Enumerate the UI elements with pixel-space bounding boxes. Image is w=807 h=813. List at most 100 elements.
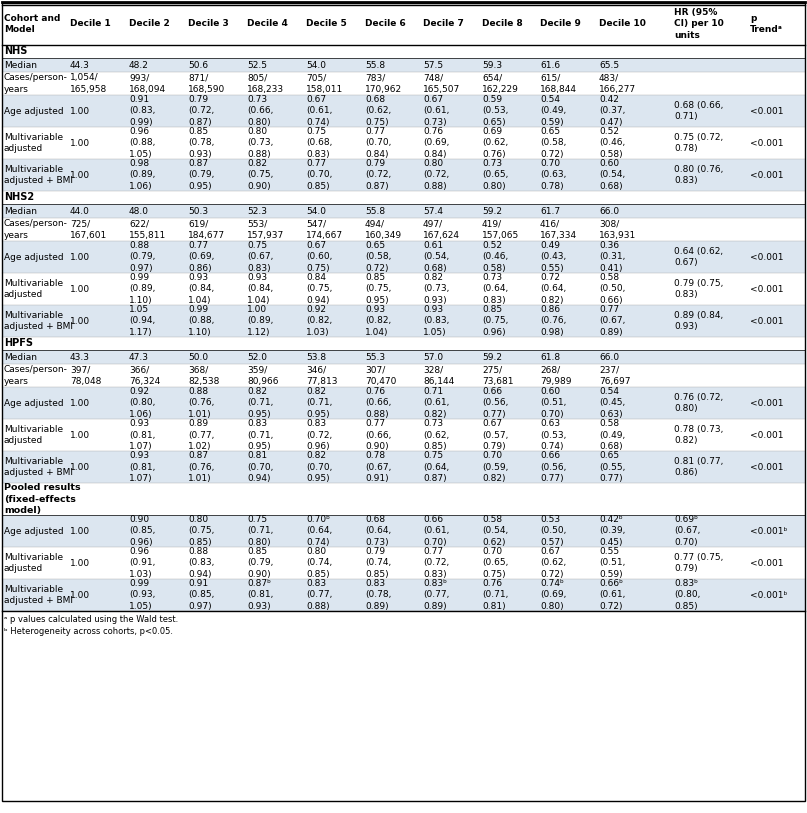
Text: 0.80
(0.73,
0.88): 0.80 (0.73, 0.88) (247, 128, 274, 159)
Text: 0.75
(0.67,
0.83): 0.75 (0.67, 0.83) (247, 241, 274, 272)
Text: 0.36
(0.31,
0.41): 0.36 (0.31, 0.41) (599, 241, 625, 272)
Text: 553/
157,937: 553/ 157,937 (247, 220, 284, 240)
Text: 0.73
(0.66,
0.80): 0.73 (0.66, 0.80) (247, 95, 274, 127)
Text: Median: Median (4, 207, 37, 215)
Bar (2, 579, 805, 611)
Text: 0.71
(0.61,
0.82): 0.71 (0.61, 0.82) (423, 388, 449, 419)
Text: 50.3: 50.3 (188, 207, 208, 215)
Text: 1.00: 1.00 (70, 138, 90, 147)
Text: 0.83
(0.77,
0.88): 0.83 (0.77, 0.88) (306, 580, 332, 611)
Text: 0.96
(0.88,
1.05): 0.96 (0.88, 1.05) (129, 128, 156, 159)
Text: 0.52
(0.46,
0.58): 0.52 (0.46, 0.58) (599, 128, 625, 159)
Text: 0.78
(0.67,
0.91): 0.78 (0.67, 0.91) (365, 451, 391, 483)
Text: 0.77
(0.72,
0.83): 0.77 (0.72, 0.83) (423, 547, 449, 579)
Text: 44.0: 44.0 (70, 207, 90, 215)
Text: 0.91
(0.83,
0.99): 0.91 (0.83, 0.99) (129, 95, 156, 127)
Text: 0.83
(0.78,
0.89): 0.83 (0.78, 0.89) (365, 580, 391, 611)
Text: 0.78 (0.73,
0.82): 0.78 (0.73, 0.82) (674, 425, 723, 445)
Text: 0.70
(0.59,
0.82): 0.70 (0.59, 0.82) (482, 451, 508, 483)
Text: 0.77 (0.75,
0.79): 0.77 (0.75, 0.79) (674, 553, 723, 573)
Text: 0.61
(0.54,
0.68): 0.61 (0.54, 0.68) (423, 241, 449, 272)
Text: Cohort and
Model: Cohort and Model (4, 14, 61, 34)
Text: 43.3: 43.3 (70, 353, 90, 362)
Text: Multivariable
adjusted + BMI: Multivariable adjusted + BMI (4, 457, 73, 477)
Text: 61.8: 61.8 (540, 353, 560, 362)
Text: 53.8: 53.8 (306, 353, 326, 362)
Text: 57.0: 57.0 (423, 353, 443, 362)
Text: 48.2: 48.2 (129, 60, 148, 69)
Text: 0.76
(0.66,
0.88): 0.76 (0.66, 0.88) (365, 388, 391, 419)
Bar (2, 241, 805, 273)
Text: 54.0: 54.0 (306, 207, 326, 215)
Text: 0.79 (0.75,
0.83): 0.79 (0.75, 0.83) (674, 279, 723, 299)
Bar (2, 273, 805, 305)
Text: 619/
184,677: 619/ 184,677 (188, 220, 225, 240)
Text: 0.68
(0.62,
0.75): 0.68 (0.62, 0.75) (365, 95, 391, 127)
Text: <0.001: <0.001 (750, 463, 784, 472)
Text: 0.69
(0.62,
0.76): 0.69 (0.62, 0.76) (482, 128, 508, 159)
Text: 0.58
(0.54,
0.62): 0.58 (0.54, 0.62) (482, 515, 508, 546)
Text: 416/
167,334: 416/ 167,334 (540, 220, 577, 240)
Text: 308/
163,931: 308/ 163,931 (599, 220, 636, 240)
Text: Multivariable
adjusted: Multivariable adjusted (4, 279, 63, 299)
Text: 725/
167,601: 725/ 167,601 (70, 220, 107, 240)
Text: 0.53
(0.50,
0.57): 0.53 (0.50, 0.57) (540, 515, 567, 546)
Bar (2, 58, 805, 72)
Bar (2, 218, 805, 241)
Text: 0.75
(0.71,
0.80): 0.75 (0.71, 0.80) (247, 515, 274, 546)
Text: 0.80
(0.72,
0.88): 0.80 (0.72, 0.88) (423, 159, 449, 190)
Text: Multivariable
adjusted: Multivariable adjusted (4, 553, 63, 573)
Text: 0.99
(0.89,
1.10): 0.99 (0.89, 1.10) (129, 273, 156, 305)
Text: <0.001ᵇ: <0.001ᵇ (750, 590, 788, 599)
Text: Age adjusted: Age adjusted (4, 527, 64, 536)
Text: 54.0: 54.0 (306, 60, 326, 69)
Text: 0.83
(0.71,
0.95): 0.83 (0.71, 0.95) (247, 420, 274, 450)
Text: 0.93
(0.81,
1.07): 0.93 (0.81, 1.07) (129, 451, 156, 483)
Text: 59.2: 59.2 (482, 353, 502, 362)
Text: Multivariable
adjusted + BMI: Multivariable adjusted + BMI (4, 165, 73, 185)
Text: Pooled results
(fixed-effects
model): Pooled results (fixed-effects model) (4, 484, 81, 515)
Bar (2, 364, 805, 387)
Text: Multivariable
adjusted + BMI: Multivariable adjusted + BMI (4, 585, 73, 605)
Bar (2, 159, 805, 191)
Text: 0.65
(0.58,
0.72): 0.65 (0.58, 0.72) (540, 128, 567, 159)
Text: 0.99
(0.88,
1.10): 0.99 (0.88, 1.10) (188, 306, 215, 337)
Text: 0.87
(0.76,
1.01): 0.87 (0.76, 1.01) (188, 451, 215, 483)
Text: 0.80
(0.74,
0.85): 0.80 (0.74, 0.85) (306, 547, 332, 579)
Text: 0.90
(0.85,
0.96): 0.90 (0.85, 0.96) (129, 515, 156, 546)
Text: 0.52
(0.46,
0.58): 0.52 (0.46, 0.58) (482, 241, 508, 272)
Text: Decile 8: Decile 8 (482, 20, 523, 28)
Text: 346/
77,813: 346/ 77,813 (306, 366, 337, 385)
Text: Decile 10: Decile 10 (599, 20, 646, 28)
Text: 0.77
(0.70,
0.84): 0.77 (0.70, 0.84) (365, 128, 391, 159)
Text: 1.00: 1.00 (70, 171, 90, 180)
Text: 366/
76,324: 366/ 76,324 (129, 366, 161, 385)
Text: Median: Median (4, 60, 37, 69)
Text: 0.70
(0.63,
0.78): 0.70 (0.63, 0.78) (540, 159, 567, 190)
Text: 0.83ᵇ
(0.77,
0.89): 0.83ᵇ (0.77, 0.89) (423, 580, 449, 611)
Text: 0.60
(0.51,
0.70): 0.60 (0.51, 0.70) (540, 388, 567, 419)
Text: 0.85
(0.78,
0.93): 0.85 (0.78, 0.93) (188, 128, 215, 159)
Text: p
Trendᵃ: p Trendᵃ (750, 14, 783, 34)
Text: 55.8: 55.8 (365, 60, 385, 69)
Text: 0.76 (0.72,
0.80): 0.76 (0.72, 0.80) (674, 393, 723, 413)
Text: HPFS: HPFS (4, 338, 33, 349)
Text: <0.001: <0.001 (750, 559, 784, 567)
Text: 0.93
(0.82,
1.04): 0.93 (0.82, 1.04) (365, 306, 391, 337)
Text: 52.3: 52.3 (247, 207, 267, 215)
Text: 0.66
(0.56,
0.77): 0.66 (0.56, 0.77) (540, 451, 567, 483)
Text: 50.0: 50.0 (188, 353, 208, 362)
Text: 1.00: 1.00 (70, 285, 90, 293)
Text: 0.85
(0.75,
0.95): 0.85 (0.75, 0.95) (365, 273, 391, 305)
Bar (2, 350, 805, 364)
Bar (2, 515, 805, 547)
Text: 0.68
(0.64,
0.73): 0.68 (0.64, 0.73) (365, 515, 391, 546)
Text: Decile 1: Decile 1 (70, 20, 111, 28)
Text: 59.3: 59.3 (482, 60, 502, 69)
Text: <0.001: <0.001 (750, 398, 784, 407)
Text: 0.87
(0.79,
0.95): 0.87 (0.79, 0.95) (188, 159, 215, 190)
Text: 419/
157,065: 419/ 157,065 (482, 220, 519, 240)
Text: 0.89
(0.77,
1.02): 0.89 (0.77, 1.02) (188, 420, 215, 450)
Text: 0.96
(0.91,
1.03): 0.96 (0.91, 1.03) (129, 547, 156, 579)
Text: 0.77
(0.70,
0.85): 0.77 (0.70, 0.85) (306, 159, 332, 190)
